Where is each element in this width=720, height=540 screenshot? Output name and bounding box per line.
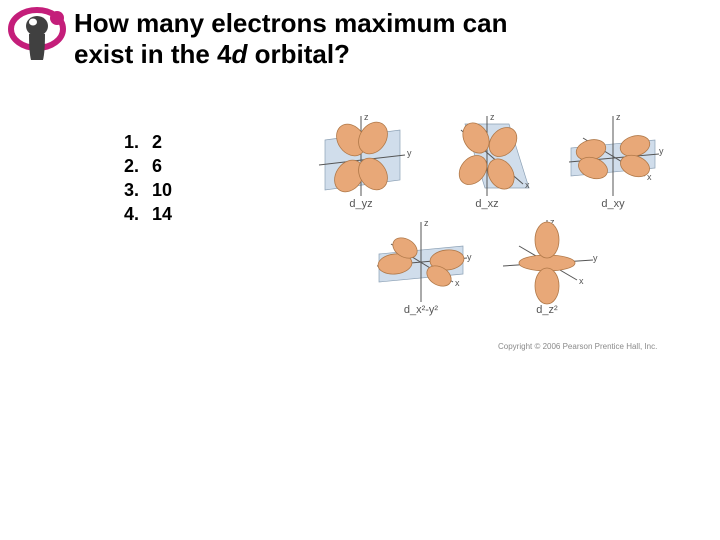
svg-text:x: x — [525, 180, 530, 190]
answer-number: 4. — [124, 204, 152, 225]
answer-item: 1. 2 — [124, 132, 172, 153]
svg-text:x: x — [455, 278, 460, 288]
answer-number: 3. — [124, 180, 152, 201]
svg-text:z: z — [616, 112, 621, 122]
orbital-row-1: z y d_yz z x — [305, 110, 685, 214]
svg-text:y: y — [593, 253, 598, 263]
svg-text:x: x — [579, 276, 584, 286]
copyright-text: Copyright © 2006 Pearson Prentice Hall, … — [498, 342, 657, 351]
question-text: How many electrons maximum can exist in … — [74, 8, 684, 69]
orbital-dxy: z y x d_xy — [557, 110, 669, 214]
orbital-row-2: z y x d_x²-y² z y x — [365, 216, 685, 320]
question-line2-pre: exist in the 4 — [74, 39, 232, 69]
answer-item: 4. 14 — [124, 204, 172, 225]
answer-number: 1. — [124, 132, 152, 153]
answer-value: 10 — [152, 180, 172, 201]
svg-text:z: z — [364, 112, 369, 122]
answer-value: 6 — [152, 156, 162, 177]
answer-item: 2. 6 — [124, 156, 172, 177]
slide: How many electrons maximum can exist in … — [0, 0, 720, 540]
answer-number: 2. — [124, 156, 152, 177]
clicker-logo — [8, 4, 66, 62]
answer-value: 2 — [152, 132, 162, 153]
answer-value: 14 — [152, 204, 172, 225]
orbital-label: d_xy — [557, 198, 669, 210]
orbital-dyz: z y d_yz — [305, 110, 417, 214]
orbital-label: d_xz — [431, 198, 543, 210]
svg-text:y: y — [659, 146, 664, 156]
orbital-diagrams: z y d_yz z x — [305, 110, 685, 360]
svg-text:z: z — [490, 112, 495, 122]
orbital-dz2: z y x d_z² — [491, 216, 603, 320]
question-line2-italic: d — [232, 39, 248, 69]
question-line2-post: orbital? — [247, 39, 350, 69]
orbital-dxz: z x d_xz — [431, 110, 543, 214]
orbital-label: d_yz — [305, 198, 417, 210]
svg-text:z: z — [424, 218, 429, 228]
svg-text:y: y — [407, 148, 412, 158]
orbital-label: d_x²-y² — [365, 304, 477, 316]
orbital-label: d_z² — [491, 304, 603, 316]
question-line1: How many electrons maximum can — [74, 8, 507, 38]
answer-item: 3. 10 — [124, 180, 172, 201]
orbital-dx2y2: z y x d_x²-y² — [365, 216, 477, 320]
answer-list: 1. 2 2. 6 3. 10 4. 14 — [124, 132, 172, 228]
svg-text:y: y — [467, 252, 472, 262]
